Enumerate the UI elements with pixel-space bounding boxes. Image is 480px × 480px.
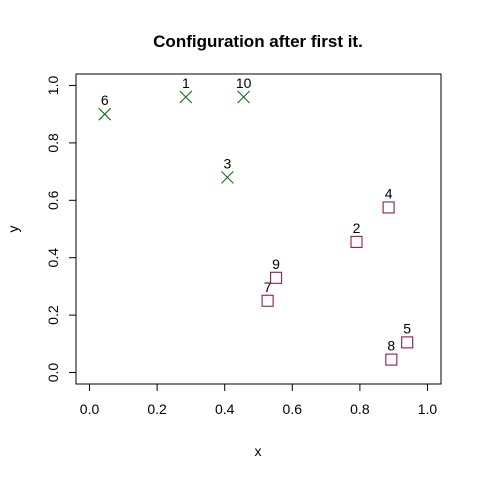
square-point-4: 4 <box>382 185 395 214</box>
x-tick-label: 0.2 <box>147 401 167 417</box>
cross-point-1: 1 <box>179 75 193 104</box>
x-tick-label: 1.0 <box>418 401 438 417</box>
square-point-9: 9 <box>270 256 283 284</box>
x-tick-label: 0.8 <box>350 401 370 417</box>
x-tick-label: 0.6 <box>283 401 303 417</box>
x-tick-label: 0.0 <box>80 401 100 417</box>
y-axis: 0.0 0.2 0.4 0.6 0.8 1.0 <box>45 76 77 383</box>
square-point-5: 5 <box>401 320 414 349</box>
cross-point-6: 6 <box>98 92 112 121</box>
plot-frame <box>75 73 442 385</box>
y-tick-label: 0.0 <box>45 363 61 383</box>
point-label: 7 <box>264 279 272 295</box>
point-label: 1 <box>182 75 190 91</box>
y-tick-label: 0.4 <box>45 248 61 268</box>
x-axis-label: x <box>255 443 262 459</box>
cross-point-3: 3 <box>221 155 234 184</box>
square-point-2: 2 <box>350 220 363 248</box>
point-label: 10 <box>236 75 252 91</box>
point-label: 2 <box>353 220 361 236</box>
square-point-7: 7 <box>261 279 274 307</box>
point-label: 8 <box>387 338 395 354</box>
y-axis-label: y <box>5 226 21 233</box>
y-tick-label: 0.8 <box>45 133 61 153</box>
x-tick-label: 0.4 <box>215 401 235 417</box>
point-label: 5 <box>403 320 411 336</box>
data-points: 1 3 6 10 2 4 5 7 8 9 <box>98 75 414 366</box>
y-tick-label: 0.6 <box>45 190 61 210</box>
point-label: 3 <box>224 155 232 171</box>
x-axis: 0.0 0.2 0.4 0.6 0.8 1.0 <box>80 383 438 417</box>
cross-point-10: 10 <box>236 75 252 104</box>
y-tick-label: 1.0 <box>45 76 61 96</box>
point-label: 4 <box>385 185 393 201</box>
point-label: 6 <box>101 92 109 108</box>
chart-title: Configuration after first it. <box>153 32 363 51</box>
y-tick-label: 0.2 <box>45 305 61 325</box>
square-point-8: 8 <box>385 338 398 366</box>
point-label: 9 <box>272 256 280 272</box>
